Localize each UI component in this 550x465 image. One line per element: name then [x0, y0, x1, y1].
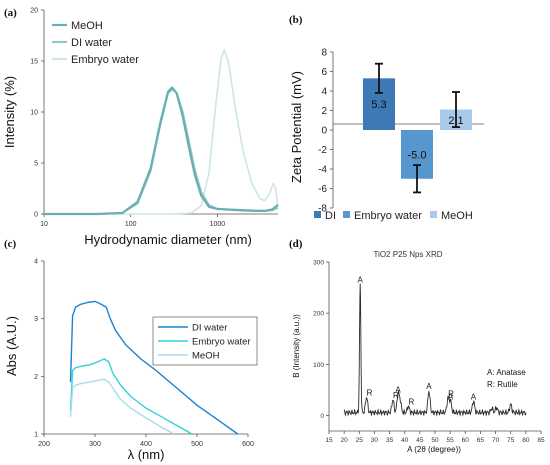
panel-c-ytick-label: 1 [34, 432, 38, 439]
panel-b-legend-label: MeOH [441, 210, 473, 222]
panel-d-peak-label: A [471, 392, 477, 401]
panel-b-ytick-label: -4 [318, 165, 327, 176]
panel-a-ytick-label: 10 [30, 110, 38, 117]
panel-c-legend-label: Embryo water [192, 337, 251, 348]
panel-d-ytick-label: 300 [313, 260, 324, 267]
panel-d-ytick-label: 0 [320, 413, 324, 420]
panel-b-legend-swatch [314, 211, 321, 218]
panel-c-xtick-label: 300 [89, 441, 101, 448]
panel-d-xtick-label: 25 [356, 437, 364, 444]
panel-b-ytick-label: 8 [321, 48, 327, 59]
panel-c-ytick-label: 3 [34, 316, 38, 323]
panel-a-series-meoh [44, 86, 279, 216]
panel-d-xtick-label: 70 [492, 437, 500, 444]
panel-c-ytick-label: 4 [34, 259, 38, 266]
panel-d-peak-label: A [426, 382, 432, 391]
panel-d-peak-label: A [358, 276, 364, 285]
panel-b-value-label: -5.0 [408, 149, 427, 161]
panel-d-peak-label: R [448, 389, 454, 398]
panel-d-xtick-label: 30 [371, 437, 379, 444]
panel-d-ytick-label: 100 [313, 362, 324, 369]
panel-a-series-embryo-water [44, 49, 279, 215]
panel-b-bar-chart: (b) -8 -6 -4 -2 0 2 4 6 8 5.3 -5.0 2.1 Zeta Potent… [289, 14, 484, 222]
panel-b-ylabel: Zeta Potential (mV) [289, 71, 304, 183]
panel-a-ylabel: Intensity (%) [2, 76, 17, 148]
panel-d-xtick-label: 40 [401, 437, 409, 444]
panel-b-ytick-label: 4 [321, 87, 327, 98]
panel-b-legend-label: Embryo water [354, 210, 422, 222]
panel-b-ytick-label: 0 [321, 126, 327, 137]
panel-c-series-embryo-water [69, 358, 193, 435]
panel-c-legend-label: MeOH [192, 351, 220, 362]
panel-b-legend-swatch [430, 211, 437, 218]
panel-d-note-rutile: R: Rutile [487, 380, 518, 389]
panel-d-xlabel: A (2θ (degree)) [407, 445, 461, 454]
panel-d-xrd-chart: (d) TiO2 P25 Nps XRD 0 100 200 300 15 20 25 30… [289, 238, 545, 454]
panel-c-xtick-label: 200 [38, 441, 50, 448]
panel-c-series-meoh [69, 378, 175, 435]
panel-b-legend-swatch [343, 211, 350, 218]
panel-b-label: (b) [289, 14, 303, 26]
panel-d-xtick-label: 55 [447, 437, 455, 444]
panel-b-ytick-label: -6 [318, 184, 327, 195]
panel-d-xtick-label: 60 [462, 437, 470, 444]
panel-d-xtick-label: 45 [416, 437, 424, 444]
panel-d-peak-label: A [395, 386, 401, 395]
panel-d-note-anatase: A: Anatase [487, 368, 526, 377]
panel-b-value-label: 5.3 [371, 99, 386, 111]
panel-d-xrd-trace [343, 283, 527, 417]
panel-b-ytick-label: 6 [321, 67, 327, 78]
panel-a-ytick-label: 20 [30, 8, 38, 15]
panel-a-ytick-label: 0 [34, 212, 38, 219]
panel-a-label: (a) [4, 7, 17, 19]
panel-a-xtick-label: 100 [125, 221, 137, 228]
panel-d-xtick-label: 20 [341, 437, 349, 444]
panel-c-ytick-label: 2 [34, 374, 38, 381]
panel-b-legend: DI Embryo water MeOH [314, 210, 473, 222]
panel-b-ytick-label: -8 [318, 204, 327, 215]
panel-a-legend-label: MeOH [71, 20, 103, 32]
panel-d-xtick-label: 35 [386, 437, 394, 444]
panel-d-xtick-label: 80 [522, 437, 530, 444]
panel-c-legend: DI water Embryo water MeOH [152, 316, 258, 366]
panel-b-ytick-label: 2 [321, 106, 327, 117]
panel-a-legend: MeOH DI water Embryo water [52, 20, 139, 66]
panel-d-peak-label: R [367, 388, 373, 397]
panel-c-label: (c) [4, 238, 17, 250]
panel-d-peak-label: R [393, 391, 399, 400]
panel-b-ytick-label: -2 [318, 145, 327, 156]
panel-d-peak-label: R [408, 397, 414, 406]
panel-a-xtick-label: 10 [40, 221, 48, 228]
panel-a-line-chart: (a) 0 5 10 15 20 10 100 1000 Intensity (%) Hyd… [2, 7, 279, 247]
panel-c-ylabel: Abs (A.U.) [4, 316, 19, 376]
panel-a-legend-label: DI water [71, 37, 112, 49]
panel-d-peak-label: A [448, 392, 454, 401]
panel-b-value-label: 2.1 [448, 115, 463, 127]
panel-a-ytick-label: 5 [34, 161, 38, 168]
panel-d-xtick-label: 15 [325, 437, 333, 444]
panel-a-legend-label: Embryo water [71, 54, 139, 66]
panel-c-xtick-label: 600 [242, 441, 254, 448]
panel-d-ylabel: B (Intensity (a.u.)) [292, 314, 301, 378]
panel-c-xtick-label: 400 [140, 441, 152, 448]
panel-c-legend-label: DI water [192, 323, 227, 334]
panel-a-ytick-label: 15 [30, 59, 38, 66]
panel-d-xtick-label: 50 [431, 437, 439, 444]
panel-d-label: (d) [289, 238, 303, 250]
panel-a-xlabel: Hydrodynamic diameter (nm) [84, 232, 252, 247]
panel-d-xtick-label: 75 [507, 437, 515, 444]
panel-a-xtick-label: 1000 [210, 221, 226, 228]
panel-b-legend-label: DI [325, 210, 336, 222]
panel-d-xtick-label: 85 [537, 437, 545, 444]
panel-d-ytick-label: 200 [313, 311, 324, 318]
panel-c-xlabel: λ (nm) [128, 447, 165, 462]
panel-c-series-di-water [69, 300, 239, 435]
panel-c-line-chart: (c) 1 2 3 4 200 300 400 500 600 Abs (A.U.) λ (n… [4, 238, 258, 462]
panel-c-xtick-label: 500 [191, 441, 203, 448]
panel-d-title: TiO2 P25 Nps XRD [373, 250, 442, 259]
panel-d-xtick-label: 65 [477, 437, 485, 444]
